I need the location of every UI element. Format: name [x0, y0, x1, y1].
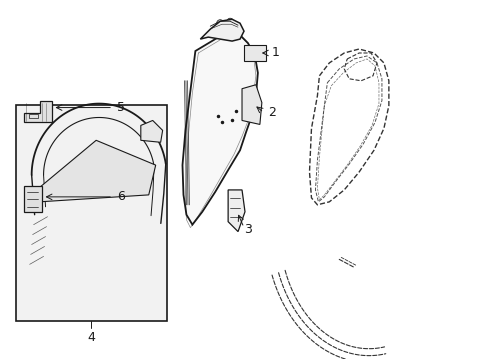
- Polygon shape: [200, 19, 244, 41]
- Polygon shape: [244, 45, 265, 61]
- Polygon shape: [24, 100, 51, 122]
- Text: 1: 1: [271, 46, 279, 59]
- Text: 6: 6: [117, 190, 124, 203]
- Polygon shape: [37, 140, 155, 202]
- Bar: [16, 105, 166, 321]
- Polygon shape: [228, 190, 244, 231]
- Text: 3: 3: [244, 223, 251, 236]
- Text: 5: 5: [117, 101, 125, 114]
- Polygon shape: [182, 31, 257, 225]
- Polygon shape: [24, 186, 41, 212]
- Polygon shape: [141, 121, 163, 142]
- Text: 2: 2: [267, 106, 275, 119]
- Polygon shape: [242, 85, 262, 125]
- Text: 4: 4: [87, 331, 95, 344]
